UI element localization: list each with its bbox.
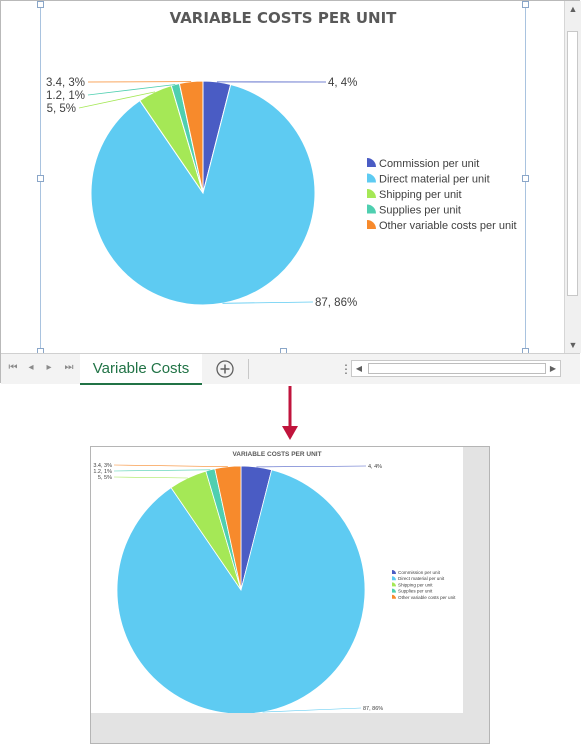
data-label-1: 87, 86% [315,297,357,309]
leader-line-2 [78,91,156,109]
pie-chart-main: VARIABLE COSTS PER UNIT 4, 4% 87, 86% 5, 5… [46,9,517,309]
legend-item-1: Direct material per unit [379,174,490,186]
legend-item-4: Other variable costs per unit [379,220,517,232]
legend-swatch-3 [367,204,376,214]
legend-item-0: Commission per unit [379,158,479,170]
preview-chart-title: VARIABLE COSTS PER UNIT [232,451,321,458]
legend-item-2: Shipping per unit [379,189,462,201]
pie-slice-1[interactable] [116,469,366,713]
legend-item-1: Direct material per unit [398,576,445,581]
legend-item-4: Other variable costs per unit [398,595,456,600]
print-preview: VARIABLE COSTS PER UNIT 4, 4% 87, 86% 5, 5… [90,446,490,744]
legend-swatch-1 [367,173,376,183]
leader-line-4 [113,464,228,467]
legend-swatch-4 [367,220,376,229]
resize-handle-mid-left[interactable] [37,175,44,182]
legend-item-2: Shipping per unit [398,582,433,587]
scroll-left-icon[interactable]: ◀ [355,364,363,373]
next-sheet-icon[interactable]: ▸ [46,362,52,373]
data-label-2: 5, 5% [47,103,76,115]
horizontal-scroll-thumb[interactable] [368,363,546,374]
scroll-down-icon[interactable]: ▼ [568,340,578,350]
sheet-tab-variable-costs[interactable]: Variable Costs [80,354,202,385]
legend-swatch-2 [392,582,396,587]
pie-slice-1[interactable] [90,83,316,306]
leader-line-2 [113,476,188,479]
pie-slice-4[interactable] [214,465,242,591]
data-label-2: 5, 5% [98,475,112,481]
horizontal-scrollbar[interactable]: ◀ ▶ [351,360,561,377]
legend-swatch-4 [392,594,396,599]
resize-handle-top-left[interactable] [37,1,44,8]
split-handle-icon[interactable]: ⋮ [340,362,352,376]
first-sheet-icon[interactable]: ⏮ [8,362,18,373]
data-label-0: 4, 4% [368,464,382,470]
chart-area[interactable]: VARIABLE COSTS PER UNIT 4, 4% 87, 86% 5, 5… [1,1,564,355]
leader-line-3 [87,84,176,96]
legend-item-3: Supplies per unit [398,589,433,594]
tab-separator [248,359,249,379]
leader-line-1 [222,301,314,304]
chart-title: VARIABLE COSTS PER UNIT [170,9,398,27]
scroll-up-icon[interactable]: ▲ [568,4,578,14]
resize-handle-mid-right[interactable] [522,175,529,182]
vertical-scroll-thumb[interactable] [567,31,578,296]
vertical-scrollbar[interactable]: ▲ ▼ [564,1,581,353]
scroll-right-icon[interactable]: ▶ [549,364,557,373]
plus-circle-icon[interactable] [215,359,235,379]
pie-chart-preview: VARIABLE COSTS PER UNIT 4, 4% 87, 86% 5, 5… [93,451,456,713]
leader-line-0 [256,465,367,468]
data-label-3: 1.2, 1% [46,90,85,102]
data-label-1: 87, 86% [363,706,383,712]
legend-swatch-3 [392,588,396,593]
legend-swatch-1 [392,576,396,581]
sheet-tab-bar: ⏮ ◂ ▸ ⏭ Variable Costs ⋮ ◀ ▶ [1,353,580,385]
data-label-4: 3.4, 3% [46,77,85,89]
data-label-0: 4, 4% [328,77,357,89]
data-label-3: 1.2, 1% [93,469,112,475]
leader-line-3 [113,469,211,472]
pie-slice-4[interactable] [178,80,204,194]
down-arrow-icon [282,386,298,440]
legend-item-0: Commission per unit [398,570,441,575]
prev-sheet-icon[interactable]: ◂ [28,362,34,373]
legend-swatch-2 [367,189,376,198]
data-label-4: 3.4, 3% [93,463,112,469]
legend-swatch-0 [367,158,376,167]
last-sheet-icon[interactable]: ⏭ [64,362,74,373]
excel-window: VARIABLE COSTS PER UNIT 4, 4% 87, 86% 5, 5… [0,0,581,385]
resize-handle-top-right[interactable] [522,1,529,8]
legend-item-3: Supplies per unit [379,205,461,217]
leader-line-1 [262,707,362,713]
legend-swatch-0 [392,570,396,574]
